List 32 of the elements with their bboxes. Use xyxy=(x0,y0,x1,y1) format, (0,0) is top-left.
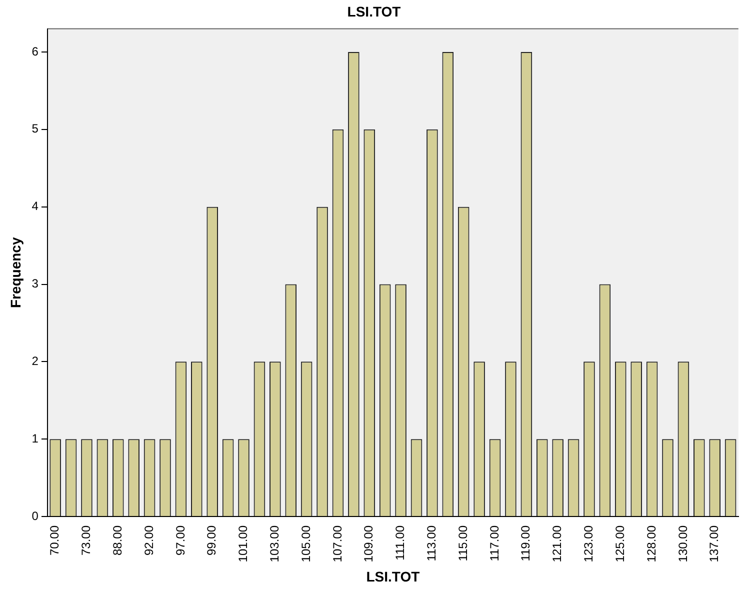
x-tick-label: 92.00 xyxy=(142,525,156,556)
chart-title: LSI.TOT xyxy=(347,3,402,20)
y-tick-label: 3 xyxy=(32,276,39,291)
x-tick-label: 119.00 xyxy=(518,525,533,562)
x-tick-label: 128.00 xyxy=(644,525,658,562)
y-tick-label: 1 xyxy=(32,431,39,446)
x-tick-label: 97.00 xyxy=(173,525,188,556)
x-tick-label: 99.00 xyxy=(204,525,219,556)
x-tick-label: 117.00 xyxy=(487,525,502,562)
y-axis-title: Frequency xyxy=(7,237,24,308)
x-tick-label: 101.00 xyxy=(236,525,250,562)
x-tick-label: 137.00 xyxy=(707,525,722,562)
x-tick-label: 111.00 xyxy=(393,525,408,560)
y-tick-label: 2 xyxy=(32,354,39,368)
x-tick-label: 123.00 xyxy=(582,525,596,562)
x-tick-label: 109.00 xyxy=(362,525,376,562)
x-tick-label: 103.00 xyxy=(267,525,282,562)
x-tick-label: 130.00 xyxy=(676,525,690,562)
x-axis-title: LSI.TOT xyxy=(366,568,420,584)
y-tick-label: 6 xyxy=(32,44,39,58)
x-tick-label: 105.00 xyxy=(298,525,313,562)
x-tick-label: 121.00 xyxy=(550,525,564,562)
x-tick-label: 88.00 xyxy=(110,525,124,556)
x-tick-label: 125.00 xyxy=(612,525,627,562)
y-tick-label: 4 xyxy=(32,199,39,214)
x-tick-label: 70.00 xyxy=(48,525,62,556)
x-tick-label: 107.00 xyxy=(330,525,344,562)
y-tick-label: 5 xyxy=(32,122,39,136)
x-tick-label: 115.00 xyxy=(456,525,470,562)
x-tick-label: 113.00 xyxy=(424,525,439,562)
x-tick-label: 73.00 xyxy=(79,525,94,556)
y-tick-label: 0 xyxy=(32,508,39,523)
